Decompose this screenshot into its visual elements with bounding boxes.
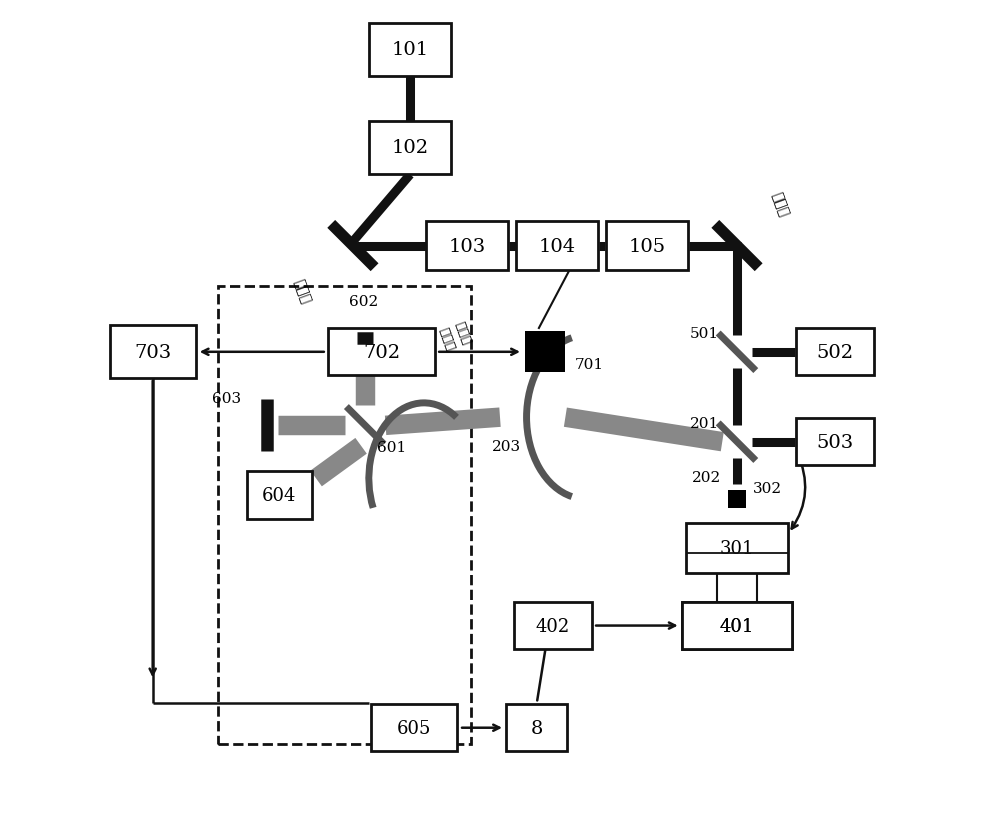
Text: 203: 203: [492, 439, 521, 453]
Text: 8: 8: [531, 719, 543, 737]
Text: 202: 202: [692, 470, 721, 484]
Text: 反射镜: 反射镜: [291, 277, 313, 305]
Bar: [686, 523, 788, 573]
Text: 603: 603: [212, 392, 241, 406]
Bar: [796, 328, 874, 376]
Bar: [371, 704, 457, 752]
Text: 302: 302: [753, 482, 782, 495]
Text: 601: 601: [377, 441, 407, 455]
Bar: [728, 491, 746, 509]
Text: 401: 401: [720, 617, 754, 635]
Bar: [369, 24, 451, 77]
Bar: [110, 326, 196, 379]
Bar: [514, 602, 592, 649]
Text: 103: 103: [449, 238, 486, 256]
Text: 102: 102: [392, 139, 429, 157]
Text: 101: 101: [392, 42, 429, 59]
Bar: [525, 332, 565, 373]
Bar: [682, 602, 792, 649]
Text: 502: 502: [816, 343, 854, 361]
Text: 抛物面
反射镜: 抛物面 反射镜: [437, 319, 473, 352]
Bar: [218, 287, 471, 744]
Bar: [796, 419, 874, 466]
Bar: [516, 222, 598, 271]
Text: 702: 702: [363, 343, 400, 361]
Bar: [606, 222, 688, 271]
Bar: [247, 472, 312, 519]
Text: 605: 605: [397, 719, 431, 737]
Text: 401: 401: [720, 617, 754, 635]
Text: 反射镜: 反射镜: [769, 190, 790, 218]
Text: 703: 703: [134, 343, 171, 361]
Text: 602: 602: [349, 295, 378, 309]
Text: 701: 701: [574, 358, 603, 372]
Text: 501: 501: [690, 327, 719, 341]
Text: 104: 104: [539, 238, 576, 256]
Bar: [506, 704, 567, 752]
Bar: [328, 328, 435, 376]
Text: 301: 301: [720, 539, 754, 557]
Bar: [682, 602, 792, 649]
Text: 503: 503: [816, 433, 854, 451]
Text: 402: 402: [536, 617, 570, 635]
Bar: [369, 122, 451, 174]
Text: 105: 105: [629, 238, 666, 256]
Text: 201: 201: [690, 417, 719, 431]
Text: 604: 604: [262, 486, 297, 505]
Bar: [426, 222, 508, 271]
